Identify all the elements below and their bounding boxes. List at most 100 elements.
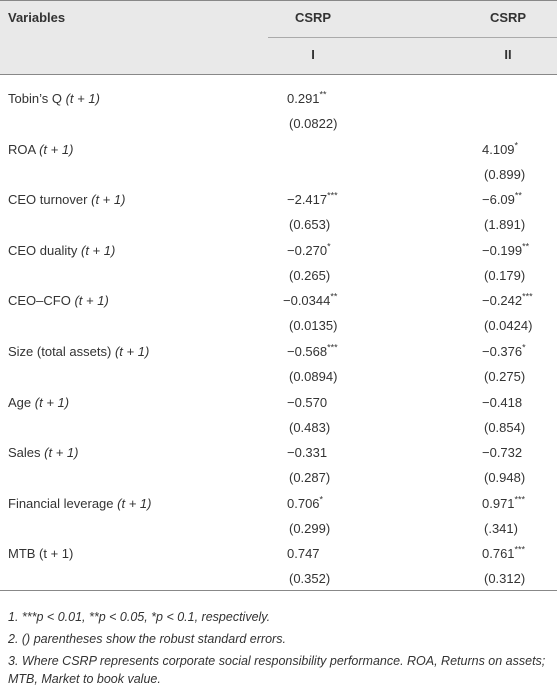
significance-stars: *** [327,342,338,353]
standard-error: (0.179) [484,267,526,283]
variable-name: Tobin’s Q [8,91,62,106]
coefficient-value: −0.331 [287,445,328,461]
coefficient: −0.242*** [482,293,533,309]
variable-label: Tobin’s Q (t + 1) [8,91,100,107]
standard-error: (0.0424) [484,318,533,334]
column-group: CSRP [489,10,527,25]
significance-stars: *** [522,292,533,303]
table-note: 2. () parentheses show the robust standa… [8,632,286,646]
coefficient: −0.376* [482,343,526,360]
variable-name: Size (total assets) [8,344,112,359]
variable-label: CEO duality (t + 1) [8,243,115,259]
significance-stars: ** [522,241,530,252]
variable-period: (t + 1) [65,91,100,106]
variable-label: CEO turnover (t + 1) [8,192,125,208]
variable-period: (t + 1) [117,495,152,511]
variable-period: (t + 1) [39,141,74,157]
coefficient-value: 0.761 [482,546,515,562]
variables-header: Variables [8,10,66,25]
coefficient: −0.0344** [283,293,337,309]
significance-stars: *** [327,190,338,201]
coefficient-value: −0.0344 [283,293,331,309]
coefficient-value: −6.09 [482,192,515,208]
coefficient: −0.570 [287,395,327,411]
variable-name: ROA [8,141,36,157]
variable-label: Sales (t + 1) [8,445,78,461]
table-note: 1. ***p < 0.01, **p < 0.05, *p < 0.1, re… [8,610,271,624]
coefficient-value: −0.732 [482,445,523,461]
header-rule [0,74,557,75]
variable-period: (t + 1) [74,293,109,309]
variable-period: (t + 1) [81,242,116,258]
coefficient: −0.732 [482,445,522,461]
coefficient: 0.291** [287,89,327,107]
table-note: 3. Where CSRP represents corporate socia… [8,654,546,686]
significance-stars: ** [514,190,522,201]
variable-name: Age [8,394,32,410]
standard-error: (0.287) [289,470,331,486]
coefficient-value: −0.568 [287,344,328,359]
standard-error: (0.299) [289,520,331,536]
coefficient-value: 0.706 [287,495,320,511]
variable-label: ROA (t + 1) [8,142,73,158]
variable-label: Size (total assets) (t + 1) [8,344,149,360]
variable-period: (t + 1) [114,344,150,359]
coefficient-value: −0.199 [482,242,523,258]
coefficient: 0.761*** [482,546,525,562]
coefficient: −0.270* [287,241,331,259]
standard-error: (0.854) [484,419,526,435]
coefficient: −2.417*** [287,190,338,208]
coefficient-value: 0.971 [482,495,515,511]
variable-name: MTB (t + 1) [8,546,74,562]
coefficient-value: −0.570 [287,394,328,410]
coefficient: 0.706* [287,494,324,512]
coefficient-value: −0.270 [287,242,328,258]
bottom-rule [0,590,557,591]
standard-error: (0.899) [484,166,526,182]
column-label: II [504,47,512,62]
variable-name: Sales [8,445,41,461]
coefficient: 0.971*** [482,494,526,512]
coefficient: 4.109* [482,140,519,158]
top-rule [0,0,557,1]
standard-error: (0.312) [484,571,526,587]
standard-error: (0.0822) [289,116,338,131]
variable-name: CEO–CFO [8,293,71,309]
variable-label: Age (t + 1) [8,395,69,411]
coefficient-value: −0.418 [482,394,523,410]
column-label: I [311,47,315,62]
variable-label: CEO–CFO (t + 1) [8,293,109,309]
variable-period: (t + 1) [91,192,126,208]
variable-name: Financial leverage [8,495,114,511]
significance-stars: * [319,494,324,505]
significance-stars: * [514,140,519,151]
coefficient-value: −2.417 [287,192,328,208]
coefficient-value: −0.242 [482,293,523,309]
coefficient-value: 0.747 [287,546,320,562]
significance-stars: ** [330,292,338,303]
standard-error: (0.0135) [289,318,338,334]
significance-stars: *** [514,494,526,505]
significance-stars: * [327,241,331,252]
standard-error: (0.265) [289,267,331,283]
standard-error: (0.275) [484,369,526,384]
coefficient: −0.568*** [287,342,338,360]
coefficient-value: 4.109 [482,141,515,157]
variable-label: Financial leverage (t + 1) [8,496,151,512]
standard-error: (0.0894) [289,369,338,384]
significance-stars: ** [319,89,327,100]
standard-error: (0.948) [484,470,526,486]
standard-error: (.341) [484,520,518,536]
coefficient: −0.418 [482,395,522,411]
standard-error: (0.352) [289,571,331,587]
standard-error: (0.483) [289,419,331,435]
group-rule [268,37,557,38]
coefficient: 0.747 [287,546,320,562]
column-group: CSRP [294,10,332,25]
coefficient-value: −0.376 [482,344,523,359]
coefficient: −0.331 [287,445,327,461]
coefficient: −6.09** [482,190,522,208]
variable-period: (t + 1) [44,445,79,461]
variable-name: CEO duality [8,242,78,258]
standard-error: (1.891) [484,217,526,233]
